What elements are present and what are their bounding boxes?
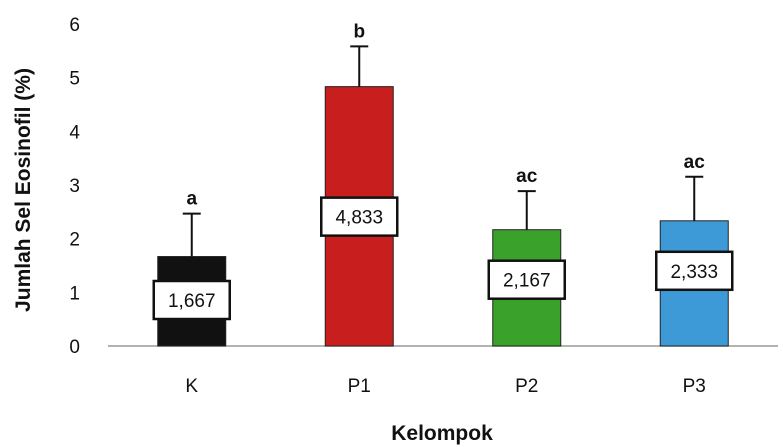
x-tick-label: P3 — [683, 376, 706, 397]
value-label: 2,167 — [503, 271, 551, 292]
y-axis-title: Jumlah Sel Eosinofil (%) — [12, 68, 35, 312]
value-label: 2,333 — [670, 262, 718, 283]
significance-label: b — [353, 21, 365, 42]
significance-label: ac — [684, 152, 706, 173]
y-tick-label: 5 — [69, 69, 80, 90]
y-tick-label: 4 — [69, 122, 80, 143]
y-tick-label: 6 — [69, 15, 80, 36]
value-label-box — [320, 196, 399, 237]
y-tick-label: 2 — [69, 230, 80, 251]
x-axis-title: Kelompok — [391, 422, 493, 445]
value-label: 1,667 — [168, 291, 216, 312]
y-tick-label: 3 — [69, 176, 80, 197]
significance-label: a — [186, 189, 197, 210]
labels: a 1,667 b 4,833 ac 2,167 ac 2,333 — [152, 21, 734, 321]
value-label-box — [152, 279, 231, 321]
x-tick-label: K — [185, 376, 198, 397]
x-tick-label: P1 — [348, 376, 371, 397]
bars — [157, 45, 729, 347]
x-tick-label: P2 — [515, 376, 538, 397]
value-label: 4,833 — [335, 208, 383, 229]
value-label-box — [655, 250, 734, 292]
value-label-box — [487, 259, 566, 300]
y-tick-label: 0 — [69, 337, 80, 358]
significance-label: ac — [516, 166, 538, 187]
y-tick-label: 1 — [69, 283, 80, 304]
